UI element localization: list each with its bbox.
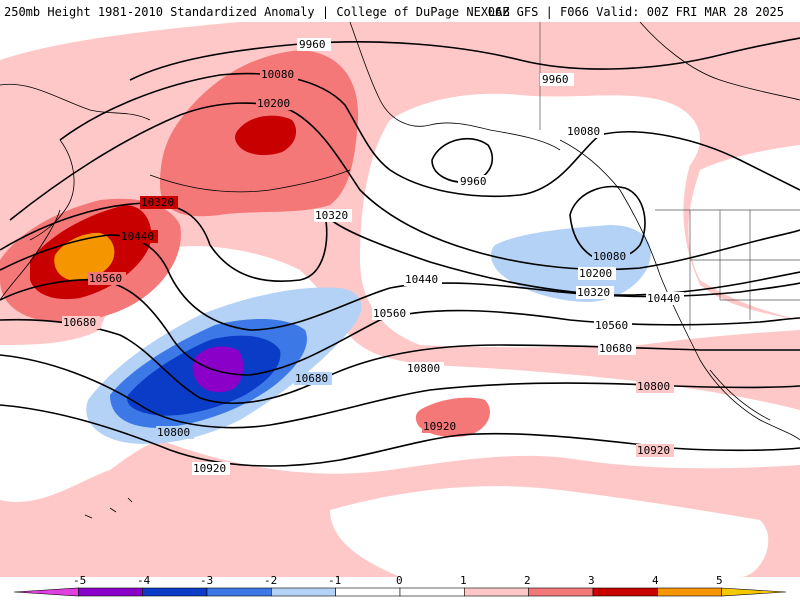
tick-label: 5: [716, 574, 723, 587]
pos3-region-gulf: [235, 115, 297, 156]
white-south-gap: [330, 486, 769, 577]
label-10320-west: 10320: [141, 196, 174, 209]
tick-label: 4: [652, 574, 659, 587]
label-10440-mid: 10440: [405, 273, 438, 286]
label-10440-east: 10440: [647, 292, 680, 305]
arctic-coast: [639, 22, 800, 101]
colorbar-segment: [13, 587, 79, 597]
hawaii-islands: [84, 497, 133, 519]
label-10920-west: 10920: [193, 462, 226, 475]
kamchatka-coast: [29, 139, 75, 241]
map-panel: 9960 9960 9960 10080 10080 10080 10200 1…: [0, 22, 800, 577]
label-10080-low: 10080: [593, 250, 626, 263]
tick-label: -5: [73, 574, 86, 587]
state-borders: [689, 210, 800, 330]
label-10680-east: 10680: [599, 342, 632, 355]
label-9960-top: 9960: [299, 38, 326, 51]
label-10800-mid: 10800: [407, 362, 440, 375]
tick-label: -1: [328, 574, 341, 587]
contour-10080-east: [569, 185, 646, 261]
label-9960-low: 9960: [460, 175, 487, 188]
label-10080-west: 10080: [261, 68, 294, 81]
label-10680-west: 10680: [63, 316, 96, 329]
contour-10080: [59, 72, 800, 198]
tick-label: 1: [460, 574, 467, 587]
label-10920-east: 10920: [637, 444, 670, 457]
contour-9960: [129, 37, 800, 81]
colorbar-segments: [13, 587, 787, 597]
tick-label: 2: [524, 574, 531, 587]
label-10440-west: 10440: [121, 230, 154, 243]
map-header: 250mb Height 1981-2010 Standardized Anom…: [0, 0, 800, 22]
run-info: 06Z GFS | F066 Valid: 00Z FRI MAR 28 202…: [487, 5, 784, 19]
label-10320-east: 10320: [577, 286, 610, 299]
contour-10200: [9, 102, 800, 271]
label-10200-east: 10200: [579, 267, 612, 280]
colorbar-segment: [657, 587, 722, 597]
colorbar-segment: [78, 587, 143, 597]
colorbar-segment: [464, 587, 529, 597]
label-10560-east: 10560: [595, 319, 628, 332]
label-10560-mid: 10560: [373, 307, 406, 320]
label-10800-east: 10800: [637, 380, 670, 393]
baja-coast: [709, 369, 771, 421]
colorbar-segment: [528, 587, 594, 597]
alaska-coast: [349, 22, 561, 151]
bc-coast: [559, 139, 661, 276]
aleutian-chain: [149, 169, 351, 193]
label-10080-east: 10080: [567, 125, 600, 138]
neg4-region-central: [192, 346, 244, 393]
tick-label: 3: [588, 574, 595, 587]
colorbar: -5 -4 -3 -2 -1 0 1 2 3 4 5: [0, 572, 800, 600]
label-9960-east: 9960: [542, 73, 569, 86]
contour-labels: 9960 9960 9960 10080 10080 10080 10200 1…: [62, 38, 684, 475]
colorbar-segment: [399, 587, 465, 597]
tick-label: -3: [200, 574, 213, 587]
colorbar-segment: [206, 587, 272, 597]
label-10800-west: 10800: [157, 426, 190, 439]
label-10560-west: 10560: [89, 272, 122, 285]
pos4-region-japan: [54, 232, 115, 281]
map-title: 250mb Height 1981-2010 Standardized Anom…: [4, 5, 510, 19]
label-10320-mid: 10320: [315, 209, 348, 222]
tick-label: -4: [137, 574, 151, 587]
contour-9960-low: [431, 137, 494, 184]
white-upper-arctic: [399, 103, 560, 162]
tick-label: -2: [264, 574, 277, 587]
label-10200-west: 10200: [257, 97, 290, 110]
colorbar-segment: [721, 587, 787, 597]
siberia-coast: [0, 83, 151, 121]
neg1-region-east: [490, 225, 651, 302]
colorbar-tick-labels: -5 -4 -3 -2 -1 0 1 2 3 4 5: [73, 574, 723, 587]
colorbar-segment: [335, 587, 401, 597]
colorbar-segment: [142, 587, 208, 597]
colorbar-segment: [271, 587, 336, 597]
label-10920-mid: 10920: [423, 420, 456, 433]
colorbar-segment: [592, 587, 658, 597]
label-10680-mid: 10680: [295, 372, 328, 385]
tick-label: 0: [396, 574, 403, 587]
